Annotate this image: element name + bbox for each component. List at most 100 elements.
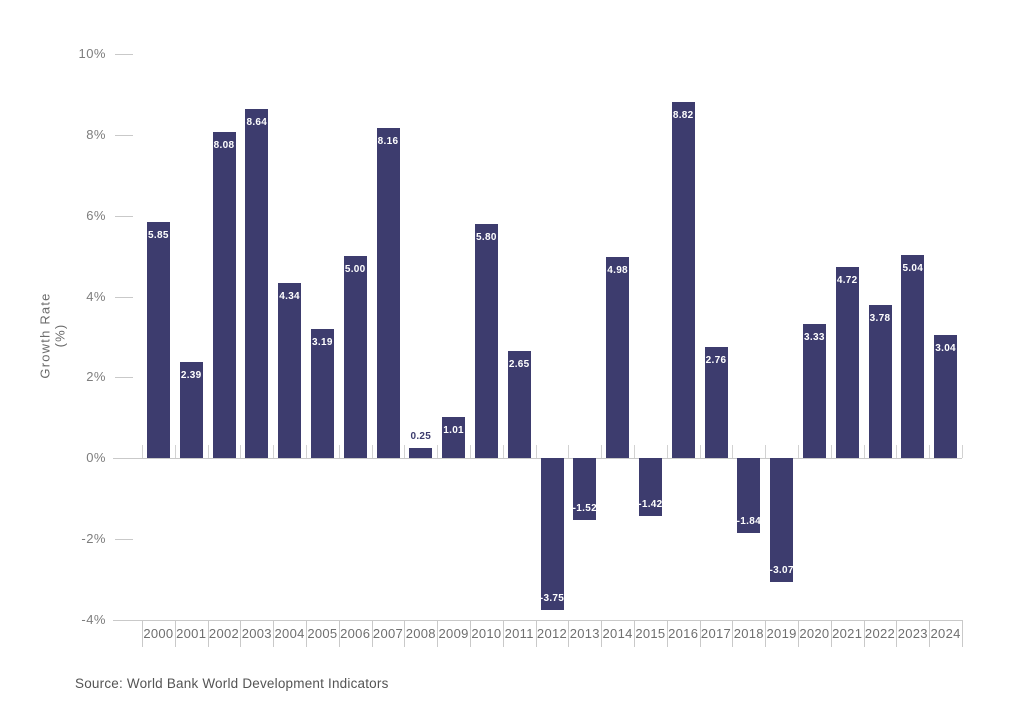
baseline-tick — [601, 445, 603, 459]
bottom-axis-line — [113, 620, 962, 621]
x-tick-label: 2022 — [864, 626, 896, 641]
bar — [179, 361, 203, 459]
x-tick-label: 2012 — [536, 626, 568, 641]
baseline-tick — [962, 445, 963, 459]
x-tick-label: 2000 — [143, 626, 174, 641]
bar — [245, 108, 269, 459]
bar — [638, 458, 662, 516]
x-tick-mark — [535, 620, 537, 647]
bar-value-label: 4.72 — [836, 275, 858, 287]
y-tick-label: -2% — [81, 531, 106, 547]
baseline-tick — [699, 445, 701, 459]
x-tick-mark — [273, 620, 275, 647]
bar-value-label: 4.98 — [607, 264, 628, 276]
x-tick-label: 2007 — [372, 626, 404, 641]
bar-value-label: 8.16 — [377, 136, 399, 148]
x-tick-mark — [338, 620, 340, 647]
baseline-tick — [273, 445, 275, 459]
x-tick-mark — [470, 620, 471, 647]
bar-value-label: 5.80 — [476, 231, 497, 243]
x-tick-mark — [371, 620, 373, 647]
baseline-tick — [896, 445, 898, 459]
x-tick-label: 2010 — [471, 626, 502, 641]
y-tick-label: 8% — [86, 126, 106, 142]
x-tick-label: 2023 — [897, 626, 928, 641]
x-tick-label: 2017 — [700, 626, 732, 641]
bar-value-label: -3.75 — [539, 592, 565, 604]
bar-value-label: 2.65 — [508, 359, 530, 371]
bar — [770, 458, 794, 583]
bar — [901, 254, 925, 459]
bar-value-label: 2.76 — [705, 354, 727, 366]
x-tick-label: 2018 — [733, 626, 764, 641]
x-tick-mark — [240, 620, 242, 647]
baseline-tick — [863, 445, 865, 459]
x-tick-mark — [634, 620, 635, 647]
x-tick-mark — [437, 620, 439, 647]
bar-value-label: 5.85 — [148, 229, 169, 241]
baseline-tick — [568, 445, 570, 459]
x-tick-mark — [699, 620, 701, 647]
x-tick-label: 2021 — [832, 626, 863, 641]
baseline-tick — [404, 445, 406, 459]
y-tick-label: 6% — [86, 207, 106, 223]
y-tick-mark — [115, 134, 133, 136]
baseline-tick — [798, 445, 799, 459]
source-note: Source: World Bank World Development Ind… — [75, 676, 389, 691]
x-tick-mark — [666, 620, 668, 647]
bar — [802, 323, 826, 459]
x-tick-mark — [601, 620, 603, 647]
bar — [737, 458, 761, 533]
zero-baseline-line — [113, 458, 962, 460]
bar-value-label: 5.04 — [902, 262, 924, 274]
bar-value-label: 1.01 — [443, 425, 464, 437]
bar — [409, 448, 433, 459]
baseline-tick — [306, 445, 307, 459]
bar — [934, 335, 958, 459]
baseline-tick — [535, 445, 537, 459]
y-tick-label: 10% — [78, 46, 106, 61]
baseline-tick — [207, 445, 209, 459]
baseline-tick — [666, 445, 668, 459]
x-tick-mark — [306, 620, 307, 647]
bar-value-label: 3.33 — [804, 331, 825, 343]
x-tick-mark — [863, 620, 865, 647]
x-tick-label: 2008 — [405, 626, 436, 641]
bar-value-label: 0.25 — [410, 431, 432, 443]
baseline-tick — [830, 445, 832, 459]
bar — [507, 351, 531, 459]
y-axis-title: Growth Rate (%) — [37, 292, 68, 379]
bar — [376, 128, 400, 459]
bar — [212, 131, 236, 459]
baseline-tick — [240, 445, 242, 459]
bar-value-label: 2.39 — [180, 369, 202, 381]
x-tick-mark — [174, 620, 176, 647]
y-tick-mark — [115, 54, 133, 55]
bar — [868, 305, 892, 459]
bar — [704, 346, 728, 459]
x-tick-label: 2005 — [307, 626, 338, 641]
bar — [573, 458, 597, 520]
bar-value-label: -3.07 — [769, 565, 794, 577]
x-tick-label: 2014 — [602, 626, 633, 641]
y-tick-label: 0% — [86, 450, 106, 466]
bar-value-label: 5.00 — [344, 264, 366, 276]
x-tick-label: 2020 — [799, 626, 830, 641]
x-tick-mark — [568, 620, 570, 647]
x-tick-mark — [896, 620, 898, 647]
x-tick-label: 2004 — [274, 626, 305, 641]
bar — [540, 458, 564, 610]
bar-value-label: 4.34 — [279, 290, 300, 302]
y-tick-label: 2% — [86, 369, 106, 385]
x-tick-mark — [962, 620, 963, 647]
baseline-tick — [142, 445, 143, 459]
bar — [442, 417, 466, 459]
baseline-tick — [371, 445, 373, 459]
bar — [835, 267, 859, 459]
x-tick-label: 2002 — [208, 626, 240, 641]
y-tick-mark — [115, 296, 133, 298]
x-tick-mark — [732, 620, 734, 647]
baseline-tick — [174, 445, 176, 459]
bar-value-label: 3.78 — [869, 313, 891, 325]
